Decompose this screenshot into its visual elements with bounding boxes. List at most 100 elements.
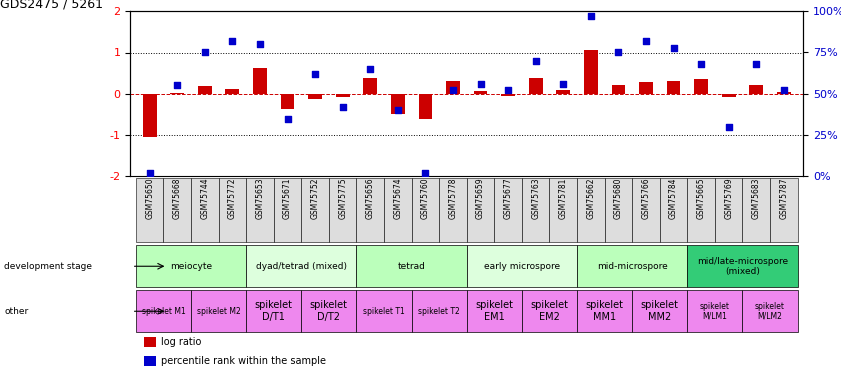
Text: GSM75784: GSM75784 [669,178,678,219]
Text: GSM75769: GSM75769 [724,178,733,219]
Bar [467,290,522,332]
Point [529,58,542,64]
Text: GDS2475 / 5261: GDS2475 / 5261 [0,0,103,10]
Bar [522,290,577,332]
Bar [639,82,653,94]
Bar [171,93,184,94]
Bar [136,245,246,287]
Text: tetrad: tetrad [398,262,426,271]
Text: GSM75683: GSM75683 [752,178,761,219]
Bar [357,245,467,287]
Text: dyad/tetrad (mixed): dyad/tetrad (mixed) [256,262,346,271]
Text: GSM75763: GSM75763 [532,178,540,219]
Text: GSM75781: GSM75781 [558,178,568,219]
Text: mid-microspore: mid-microspore [597,262,668,271]
Bar [522,178,549,242]
Point [336,104,349,110]
Point [501,87,515,93]
Text: GSM75656: GSM75656 [366,178,375,219]
Bar [219,178,246,242]
Text: GSM75671: GSM75671 [283,178,292,219]
Bar [495,178,522,242]
Text: mid/late-microspore
(mixed): mid/late-microspore (mixed) [697,256,788,276]
Text: spikelet
MM1: spikelet MM1 [585,300,624,322]
Bar [743,178,770,242]
Point [749,61,763,67]
Bar [191,290,246,332]
Bar [308,94,322,99]
Bar [501,94,515,96]
Point [473,81,487,87]
Text: development stage: development stage [4,262,93,271]
Bar [357,178,384,242]
Point [667,45,680,51]
Text: GSM75787: GSM75787 [780,178,788,219]
Bar [246,178,273,242]
Bar [419,94,432,119]
Point [143,170,156,176]
Text: early microspore: early microspore [484,262,560,271]
Bar [336,94,350,97]
Bar [473,91,488,94]
Text: GSM75650: GSM75650 [145,178,154,219]
Bar [253,68,267,94]
Bar [584,51,598,94]
Bar [467,178,495,242]
Bar [687,290,743,332]
Point [639,38,653,44]
Bar [411,178,439,242]
Point [447,87,460,93]
Text: spikelet
MM2: spikelet MM2 [641,300,679,322]
Bar [225,89,240,94]
Point [253,41,267,47]
Text: spikelet
M/LM2: spikelet M/LM2 [755,302,785,321]
Point [363,66,377,72]
Text: log ratio: log ratio [161,337,201,347]
Bar [667,81,680,94]
Bar [363,78,377,94]
Bar [770,178,797,242]
Text: spikelet
D/T1: spikelet D/T1 [255,300,293,322]
Text: spikelet
M/LM1: spikelet M/LM1 [700,302,730,321]
Bar [391,94,405,114]
Point [281,116,294,122]
Text: GSM75778: GSM75778 [448,178,458,219]
Bar [273,178,301,242]
Point [584,13,598,19]
Bar [301,290,357,332]
Bar [163,178,191,242]
Bar [384,178,411,242]
Text: GSM75772: GSM75772 [228,178,237,219]
Text: GSM75668: GSM75668 [172,178,182,219]
Point [557,81,570,87]
Bar [632,178,660,242]
Bar [136,178,163,242]
Bar [529,78,542,94]
Bar [694,80,708,94]
Point [225,38,239,44]
Bar [143,94,156,137]
Bar [467,245,577,287]
Bar [446,81,460,94]
Text: GSM75653: GSM75653 [256,178,264,219]
Bar [191,178,219,242]
Text: spikelet T2: spikelet T2 [418,307,460,316]
Point [419,170,432,176]
Bar [687,178,715,242]
Bar [749,85,763,94]
Text: GSM75680: GSM75680 [614,178,623,219]
Text: GSM75659: GSM75659 [476,178,485,219]
Text: GSM75665: GSM75665 [696,178,706,219]
Bar [722,94,736,97]
Bar [611,85,626,94]
Bar [743,290,797,332]
Text: GSM75677: GSM75677 [504,178,513,219]
Point [171,82,184,88]
Bar [777,92,791,94]
Text: meiocyte: meiocyte [170,262,212,271]
Point [695,61,708,67]
Bar [136,290,191,332]
Bar [329,178,357,242]
Point [309,71,322,77]
Text: GSM75760: GSM75760 [420,178,430,219]
